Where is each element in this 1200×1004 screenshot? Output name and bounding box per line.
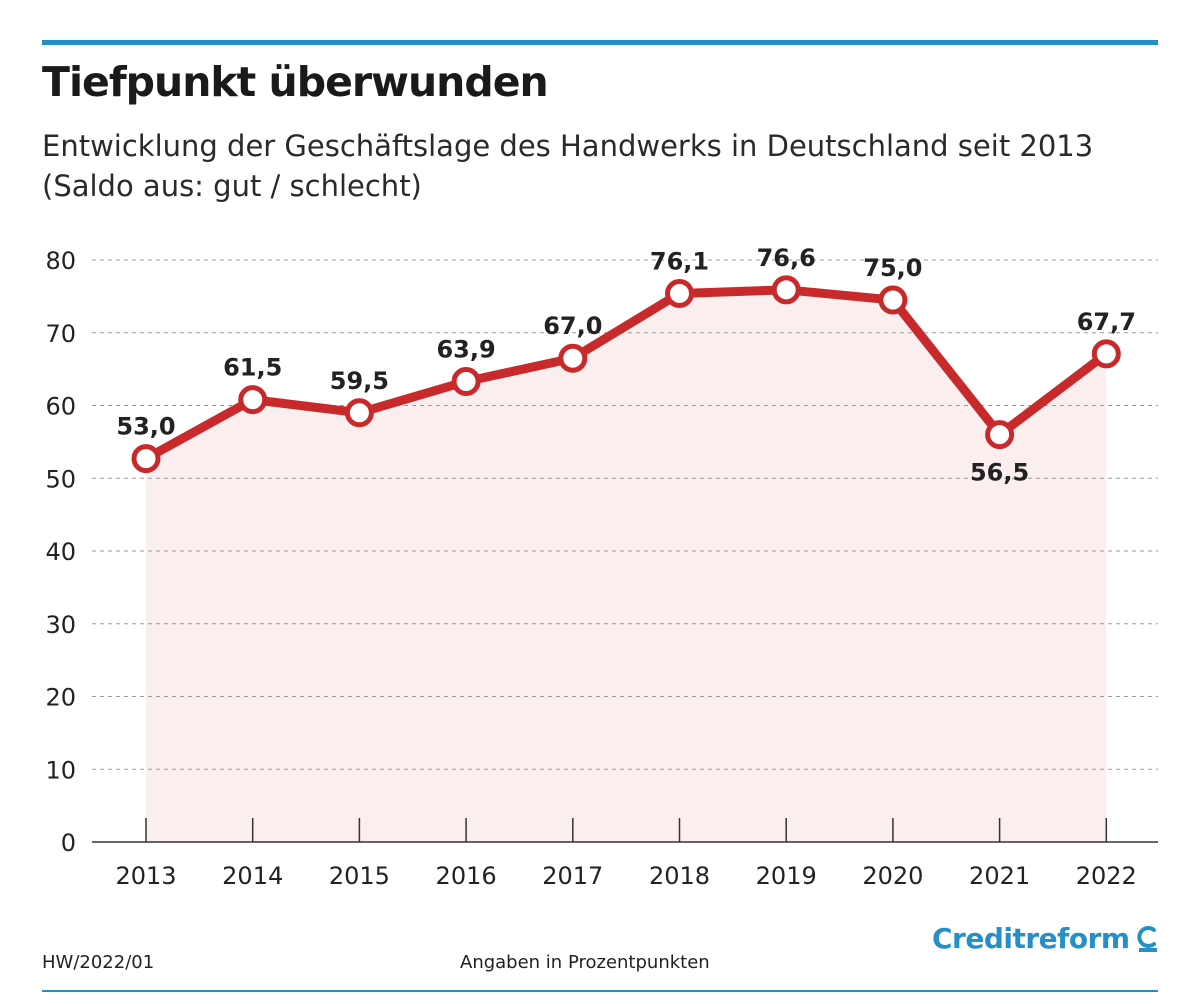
- y-tick-label: 60: [45, 393, 76, 421]
- data-point: [1091, 339, 1121, 369]
- x-tick-label: 2022: [1076, 862, 1137, 890]
- subtitle-line-1: Entwicklung der Geschäftslage des Handwe…: [42, 129, 1094, 163]
- chart-subtitle: Entwicklung der Geschäftslage des Handwe…: [42, 126, 1152, 206]
- y-tick-label: 10: [45, 756, 76, 784]
- data-label: 76,6: [757, 244, 816, 272]
- data-point: [131, 444, 161, 474]
- y-tick-label: 30: [45, 611, 76, 639]
- data-label: 53,0: [116, 413, 175, 441]
- data-point: [771, 275, 801, 305]
- x-tick-label: 2016: [436, 862, 497, 890]
- data-label: 56,5: [970, 459, 1029, 487]
- data-point: [451, 366, 481, 396]
- footer-accent-rule: [42, 990, 1158, 992]
- creditreform-c-icon: [1137, 925, 1157, 952]
- data-label: 61,5: [223, 354, 282, 382]
- data-label: 63,9: [436, 335, 495, 363]
- data-point: [238, 385, 268, 415]
- chart-title: Tiefpunkt überwunden: [42, 58, 549, 106]
- x-tick-label: 2018: [649, 862, 710, 890]
- x-tick-label: 2017: [542, 862, 603, 890]
- data-point: [558, 343, 588, 373]
- brand-name: Creditreform: [932, 922, 1130, 955]
- data-label: 67,7: [1077, 308, 1136, 336]
- data-point: [665, 278, 694, 308]
- x-tick-label: 2013: [115, 862, 176, 890]
- y-tick-label: 20: [45, 684, 76, 712]
- data-point: [344, 398, 374, 428]
- x-tick-label: 2020: [862, 862, 923, 890]
- data-label: 76,1: [650, 247, 709, 275]
- brand-logo: Creditreform: [932, 922, 1160, 955]
- y-tick-label: 0: [61, 829, 76, 857]
- y-tick-label: 80: [45, 247, 76, 275]
- data-point: [878, 285, 908, 315]
- y-tick-label: 70: [45, 320, 76, 348]
- y-tick-label: 50: [45, 465, 76, 493]
- data-label: 67,0: [543, 312, 602, 340]
- top-accent-rule: [42, 40, 1158, 45]
- footer-code: HW/2022/01: [42, 952, 155, 973]
- series-line: [141, 285, 1111, 464]
- x-tick-label: 2014: [222, 862, 283, 890]
- x-tick-label: 2019: [756, 862, 817, 890]
- data-label: 75,0: [863, 254, 922, 282]
- y-tick-label: 40: [45, 538, 76, 566]
- footer-note: Angaben in Prozentpunkten: [460, 952, 710, 973]
- area-fill: [146, 289, 1107, 842]
- x-tick-label: 2015: [329, 862, 390, 890]
- subtitle-line-2: (Saldo aus: gut / schlecht): [42, 169, 422, 203]
- x-tick-label: 2021: [969, 862, 1030, 890]
- data-point: [985, 420, 1015, 450]
- data-label: 59,5: [330, 367, 389, 395]
